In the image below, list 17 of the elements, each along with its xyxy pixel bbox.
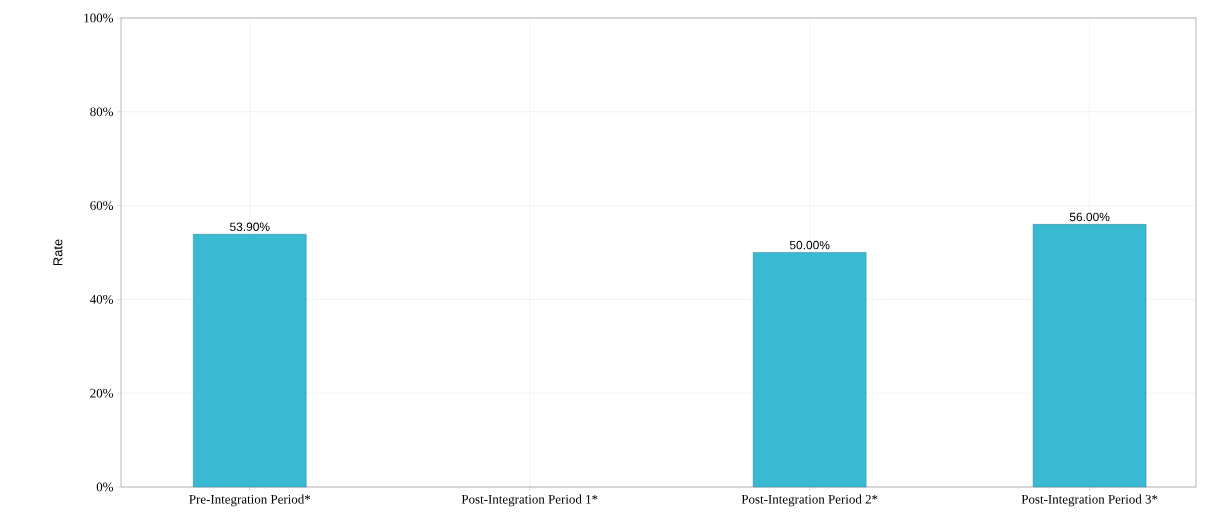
y-tick-label: 40% bbox=[89, 295, 114, 304]
y-tick-label: 20% bbox=[90, 388, 114, 398]
data-label: 56.00% bbox=[1069, 212, 1110, 222]
x-tick-label: Post-Integration Period 3* bbox=[1021, 494, 1158, 507]
y-tick-label: 100% bbox=[84, 13, 114, 23]
bar bbox=[193, 234, 307, 488]
x-tick-label: Post-Integration Period 1* bbox=[461, 494, 598, 507]
y-tick-label: 0% bbox=[96, 482, 114, 492]
data-label: 50.00% bbox=[789, 240, 830, 250]
y-tick-label: 80% bbox=[90, 107, 114, 117]
y-tick-label: 60% bbox=[90, 201, 114, 210]
y-axis-title: Rate bbox=[53, 239, 63, 266]
bar bbox=[1032, 224, 1147, 488]
x-tick-label: Post-Integration Period 2* bbox=[741, 494, 878, 507]
bar bbox=[752, 252, 867, 488]
x-tick-label: Pre-Integration Period* bbox=[189, 494, 311, 507]
data-label: 53.90% bbox=[229, 222, 270, 231]
